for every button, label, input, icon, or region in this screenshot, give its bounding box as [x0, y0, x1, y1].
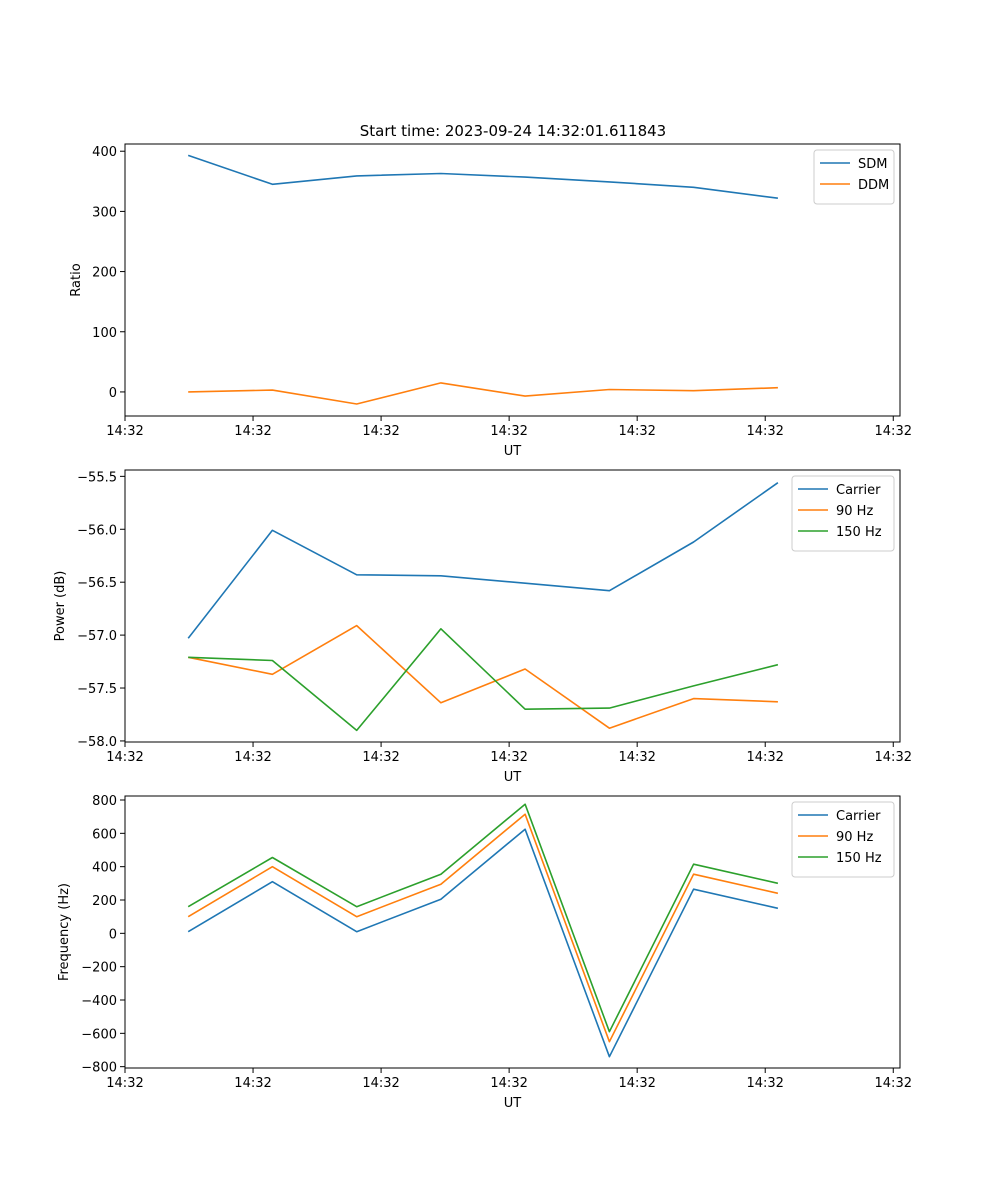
x-tick-label: 14:32: [234, 750, 271, 765]
y-tick-label: 0: [109, 386, 117, 401]
y-axis-label: Ratio: [69, 263, 84, 296]
x-tick-label: 14:32: [746, 424, 783, 439]
x-axis-label: UT: [504, 1096, 522, 1111]
y-tick-label: −58.0: [77, 735, 117, 750]
x-tick-label: 14:32: [490, 1076, 527, 1091]
y-tick-label: 200: [92, 266, 117, 281]
legend-label: 150 Hz: [836, 525, 882, 540]
x-tick-label: 14:32: [234, 1076, 271, 1091]
x-tick-label: 14:32: [618, 424, 655, 439]
frequency-chart: 14:32 14:32 14:32 14:32 14:32 14:32 14:32−800−…: [57, 794, 912, 1111]
series-line-90-hz: [188, 624, 778, 730]
x-tick-label: 14:32: [875, 1076, 912, 1091]
x-tick-label: 14:32: [106, 1076, 143, 1091]
y-tick-label: −600: [81, 1027, 117, 1042]
power-chart: 14:32 14:32 14:32 14:32 14:32 14:32 14:32−58.0…: [53, 469, 912, 785]
x-tick-label: 14:32: [106, 424, 143, 439]
y-tick-label: −55.5: [77, 470, 117, 485]
y-tick-label: 600: [92, 827, 117, 842]
y-tick-label: 800: [92, 794, 117, 809]
x-tick-label: 14:32: [106, 750, 143, 765]
x-tick-label: 14:32: [362, 1076, 399, 1091]
power-axes-frame: [124, 469, 901, 743]
y-tick-label: −56.5: [77, 576, 117, 591]
series-line-carrier: [187, 828, 779, 1058]
x-tick-label: 14:32: [746, 1076, 783, 1091]
x-tick-label: 14:32: [875, 424, 912, 439]
ratio-axes-frame: [124, 143, 901, 417]
x-tick-label: 14:32: [875, 750, 912, 765]
x-axis-label: UT: [504, 770, 522, 785]
x-tick-label: 14:32: [362, 750, 399, 765]
legend-label: Carrier: [836, 483, 881, 498]
y-tick-label: −57.0: [77, 629, 117, 644]
y-tick-label: 0: [109, 927, 117, 942]
x-axis-label: UT: [504, 444, 522, 459]
y-tick-label: −56.0: [77, 523, 117, 538]
legend: [791, 475, 895, 552]
y-tick-label: −57.5: [77, 682, 117, 697]
figure-title: Start time: 2023-09-24 14:32:01.611843: [360, 122, 666, 140]
y-tick-label: −800: [81, 1061, 117, 1076]
series-line-sdm: [187, 154, 779, 199]
y-tick-label: 100: [92, 326, 117, 341]
frequency-axes-frame: [124, 795, 901, 1069]
y-tick-label: 400: [92, 861, 117, 876]
legend-label: DDM: [858, 178, 889, 193]
y-tick-label: 400: [92, 145, 117, 160]
series-line-90-hz: [187, 813, 779, 1043]
y-axis-label: Frequency (Hz): [57, 883, 72, 981]
series-line-carrier: [187, 482, 779, 639]
x-tick-label: 14:32: [234, 424, 271, 439]
legend-label: SDM: [858, 157, 887, 172]
legend-label: Carrier: [836, 809, 881, 824]
y-axis-label: Power (dB): [53, 571, 68, 642]
legend-label: 150 Hz: [836, 851, 882, 866]
x-tick-label: 14:32: [362, 424, 399, 439]
legend-label: 90 Hz: [836, 830, 873, 845]
series-line-150-hz: [187, 803, 779, 1033]
x-tick-label: 14:32: [618, 1076, 655, 1091]
x-tick-label: 14:32: [490, 424, 527, 439]
series-line-ddm: [188, 382, 778, 405]
legend-label: 90 Hz: [836, 504, 873, 519]
x-tick-label: 14:32: [490, 750, 527, 765]
series-line-150-hz: [188, 627, 779, 732]
y-tick-label: −400: [81, 994, 117, 1009]
y-tick-label: −200: [81, 961, 117, 976]
x-tick-label: 14:32: [746, 750, 783, 765]
y-tick-label: 200: [92, 894, 117, 909]
ratio-chart: 14:32 14:32 14:32 14:32 14:32 14:32 14:32 0 100 2…: [69, 143, 912, 459]
legend: [791, 801, 895, 878]
y-tick-label: 300: [92, 205, 117, 220]
x-tick-label: 14:32: [618, 750, 655, 765]
